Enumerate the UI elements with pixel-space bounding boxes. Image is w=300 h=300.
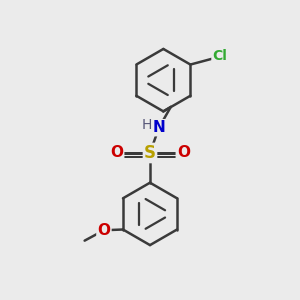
Text: N: N [152,120,165,135]
Text: H: H [141,118,152,132]
Text: Cl: Cl [212,50,227,63]
Text: O: O [98,223,110,238]
Text: S: S [144,144,156,162]
Text: O: O [177,146,190,160]
Text: O: O [110,146,123,160]
